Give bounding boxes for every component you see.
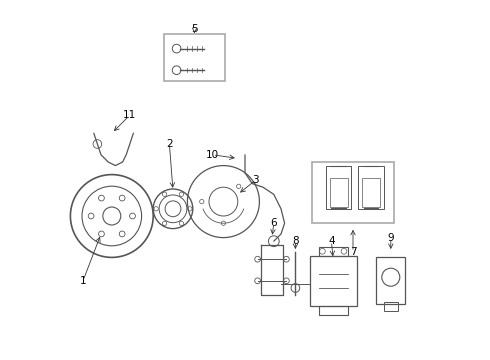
Text: 6: 6 bbox=[270, 218, 277, 228]
Text: 1: 1 bbox=[80, 276, 86, 286]
Text: 11: 11 bbox=[123, 110, 136, 120]
Text: 2: 2 bbox=[166, 139, 172, 149]
Text: 10: 10 bbox=[206, 150, 219, 160]
Bar bbox=[376, 257, 405, 304]
Bar bbox=[358, 166, 384, 209]
Text: 9: 9 bbox=[388, 233, 394, 243]
Bar bbox=[330, 178, 347, 207]
Text: 4: 4 bbox=[328, 236, 335, 246]
Bar bbox=[319, 306, 347, 315]
Bar bbox=[384, 302, 398, 311]
Bar bbox=[326, 166, 351, 209]
Text: 5: 5 bbox=[191, 24, 198, 34]
Bar bbox=[362, 178, 380, 207]
Bar bbox=[310, 256, 357, 306]
Bar bbox=[164, 34, 225, 81]
Bar bbox=[319, 247, 347, 256]
Text: 8: 8 bbox=[292, 236, 299, 246]
Text: 3: 3 bbox=[252, 175, 259, 185]
Text: 7: 7 bbox=[350, 247, 356, 257]
Bar bbox=[312, 162, 394, 223]
